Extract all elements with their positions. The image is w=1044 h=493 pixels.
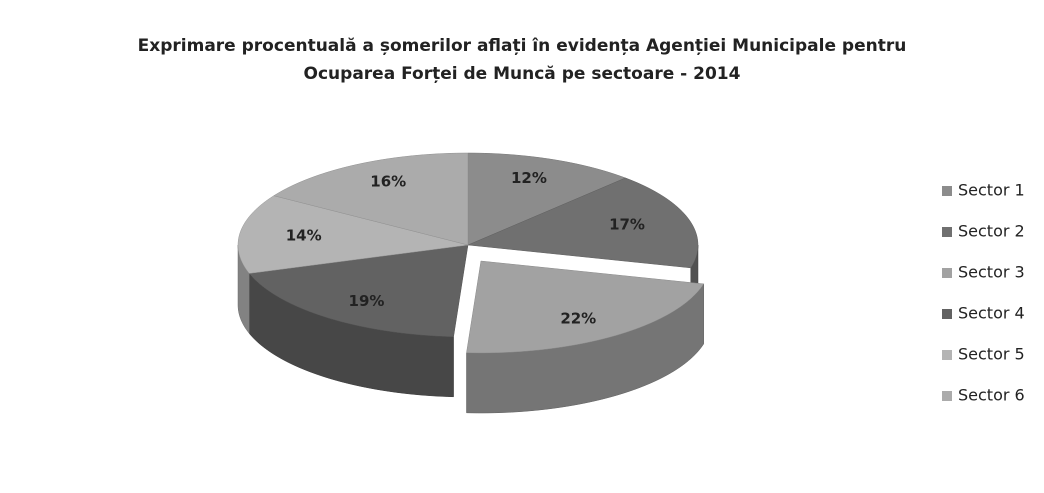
legend-swatch <box>942 391 952 401</box>
slice <box>467 152 627 246</box>
data-label: 14% <box>286 227 322 245</box>
data-label: 17% <box>609 215 645 233</box>
slice <box>237 195 469 274</box>
slice <box>466 260 705 354</box>
legend-swatch <box>942 227 952 237</box>
data-label: 12% <box>511 169 547 187</box>
slice <box>273 152 469 246</box>
legend-label: Sector 3 <box>958 263 1025 282</box>
legend-label: Sector 6 <box>958 386 1025 405</box>
legend-label: Sector 1 <box>958 181 1025 200</box>
legend-label: Sector 4 <box>958 304 1025 323</box>
legend-label: Sector 2 <box>958 222 1025 241</box>
legend-swatch <box>942 309 952 319</box>
chart-title: Exprimare procentuală a șomerilor aflați… <box>138 36 907 56</box>
data-label: 22% <box>560 310 596 328</box>
slice <box>248 244 469 338</box>
chart-title: Ocuparea Forței de Muncă pe sectoare - 2… <box>304 64 741 84</box>
legend-label: Sector 5 <box>958 345 1025 364</box>
data-label: 16% <box>370 173 406 191</box>
legend-swatch <box>942 268 952 278</box>
legend-swatch <box>942 350 952 360</box>
legend-swatch <box>942 186 952 196</box>
data-label: 19% <box>349 292 385 310</box>
slice <box>467 177 699 269</box>
